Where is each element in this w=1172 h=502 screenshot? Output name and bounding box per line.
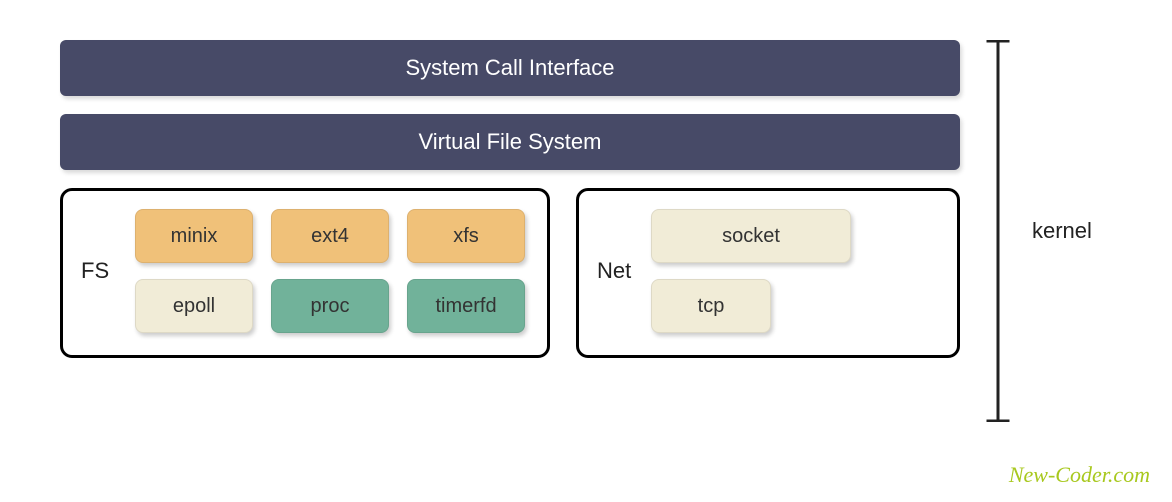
chip-epoll: epoll [135,279,253,333]
kernel-bracket: kernel [986,40,1092,422]
chip-minix: minix [135,209,253,263]
bar-syscall: System Call Interface [60,40,960,96]
bracket-icon [986,40,1010,422]
chip-timerfd: timerfd [407,279,525,333]
watermark: New-Coder.com [1009,462,1150,488]
net-grid: socket tcp [651,209,851,333]
panel-fs: FS minix ext4 xfs epoll proc timerfd [60,188,550,358]
bar-vfs: Virtual File System [60,114,960,170]
diagram-canvas: System Call Interface Virtual File Syste… [60,40,960,358]
lower-row: FS minix ext4 xfs epoll proc timerfd Net… [60,188,960,358]
chip-socket: socket [651,209,851,263]
fs-grid: minix ext4 xfs epoll proc timerfd [135,209,525,333]
chip-proc: proc [271,279,389,333]
panel-fs-label: FS [81,258,117,284]
panel-net: Net socket tcp [576,188,960,358]
chip-tcp: tcp [651,279,771,333]
kernel-label: kernel [1032,218,1092,244]
bar-syscall-label: System Call Interface [405,55,614,81]
chip-ext4: ext4 [271,209,389,263]
bar-vfs-label: Virtual File System [419,129,602,155]
chip-xfs: xfs [407,209,525,263]
panel-net-label: Net [597,258,633,284]
